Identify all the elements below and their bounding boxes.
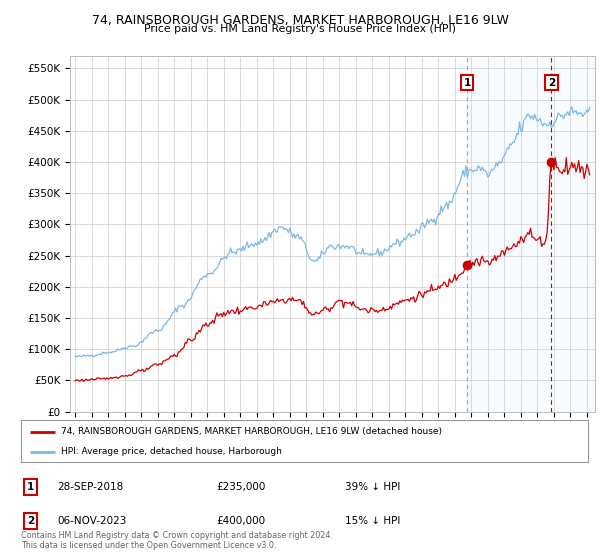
Text: 06-NOV-2023: 06-NOV-2023 (57, 516, 127, 526)
Text: 1: 1 (464, 78, 471, 88)
Text: 2: 2 (548, 78, 555, 88)
Text: 39% ↓ HPI: 39% ↓ HPI (345, 482, 400, 492)
Text: £235,000: £235,000 (216, 482, 265, 492)
Text: 28-SEP-2018: 28-SEP-2018 (57, 482, 123, 492)
Text: £400,000: £400,000 (216, 516, 265, 526)
Text: HPI: Average price, detached house, Harborough: HPI: Average price, detached house, Harb… (61, 447, 281, 456)
Text: 74, RAINSBOROUGH GARDENS, MARKET HARBOROUGH, LE16 9LW: 74, RAINSBOROUGH GARDENS, MARKET HARBORO… (92, 14, 508, 27)
Text: 15% ↓ HPI: 15% ↓ HPI (345, 516, 400, 526)
Text: 74, RAINSBOROUGH GARDENS, MARKET HARBOROUGH, LE16 9LW (detached house): 74, RAINSBOROUGH GARDENS, MARKET HARBORO… (61, 427, 442, 436)
Text: Price paid vs. HM Land Registry's House Price Index (HPI): Price paid vs. HM Land Registry's House … (144, 24, 456, 34)
Text: 2: 2 (27, 516, 34, 526)
Text: Contains HM Land Registry data © Crown copyright and database right 2024.
This d: Contains HM Land Registry data © Crown c… (21, 530, 333, 550)
Text: 1: 1 (27, 482, 34, 492)
Bar (467, 56, 595, 412)
